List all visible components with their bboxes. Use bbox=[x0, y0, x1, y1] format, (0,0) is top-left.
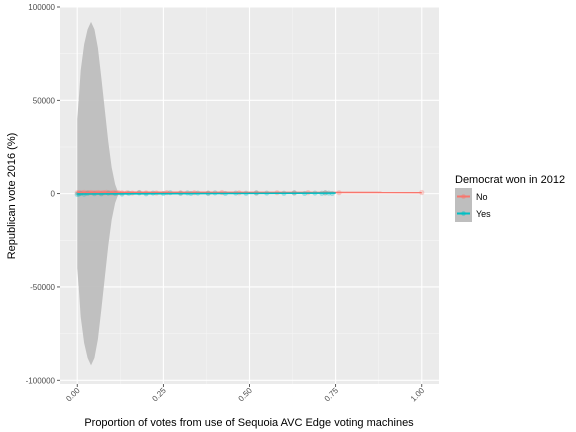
y-tick-label: 50000 bbox=[33, 96, 56, 105]
fit-line-yes bbox=[77, 192, 336, 195]
legend-key-point-no bbox=[461, 194, 466, 199]
x-axis-title: Proportion of votes from use of Sequoia … bbox=[84, 417, 414, 429]
y-tick-label: 100000 bbox=[28, 3, 55, 12]
legend-label-no: No bbox=[476, 192, 488, 202]
legend-key-point-yes bbox=[461, 211, 466, 216]
legend-label-yes: Yes bbox=[476, 209, 491, 219]
y-tick-label: 0 bbox=[51, 190, 56, 199]
y-tick-label: -100000 bbox=[26, 376, 56, 385]
y-tick-label: -50000 bbox=[30, 283, 55, 292]
fit-lines-layer bbox=[77, 191, 422, 195]
legend-title: Democrat won in 2012 bbox=[455, 174, 565, 186]
y-axis-ticks: -100000 -50000 0 50000 100000 bbox=[26, 3, 60, 385]
y-axis-title: Republican vote 2016 (%) bbox=[6, 133, 18, 260]
legend: Democrat won in 2012 No Yes bbox=[455, 174, 565, 222]
